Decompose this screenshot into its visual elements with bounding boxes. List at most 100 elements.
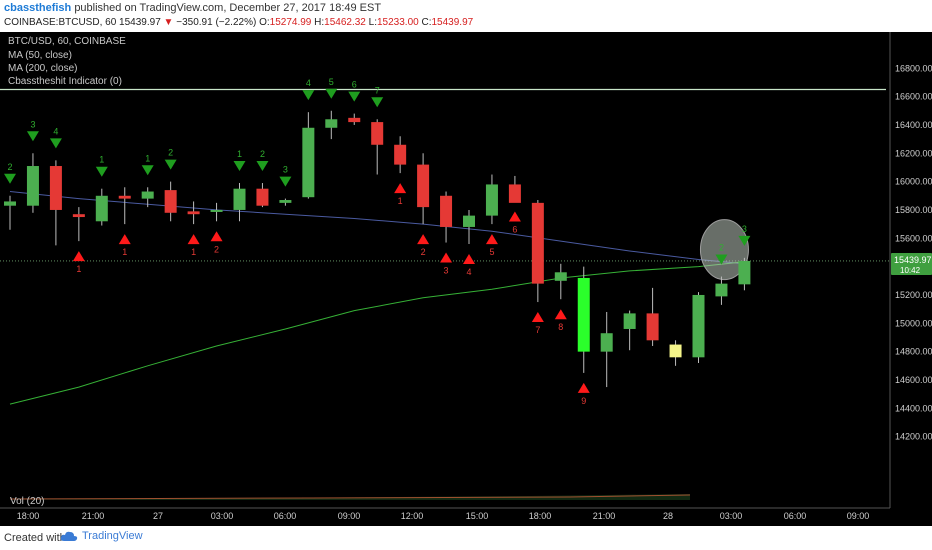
candle[interactable] — [187, 201, 200, 225]
candle[interactable] — [49, 160, 62, 246]
ma200-line — [9, 191, 745, 265]
signal-label: 1 — [122, 247, 127, 257]
signal-marker: 2 — [715, 243, 728, 265]
signal-marker: 4 — [463, 253, 475, 277]
signal-marker: 4 — [49, 126, 62, 149]
signal-label: 4 — [466, 267, 471, 277]
candle[interactable] — [692, 292, 705, 363]
signal-label: 5 — [489, 247, 494, 257]
candle[interactable] — [279, 198, 292, 206]
author-name[interactable]: cbassthefish — [4, 2, 72, 14]
up-triangle-icon — [485, 234, 498, 245]
chart-area[interactable]: 2 3 4 1 1 1 1 2 1 2 1 2 3 4 5 6 7 1 2 3 4 5 6 7 8 9 2 3 14200.00 144… — [0, 32, 932, 526]
y-tick-label: 14600.00 — [895, 375, 932, 385]
candle[interactable] — [577, 266, 590, 373]
up-triangle-icon — [118, 234, 131, 245]
candle[interactable] — [256, 183, 269, 208]
signal-label: 2 — [214, 244, 219, 254]
volume-ma-line — [9, 494, 691, 500]
x-tick-label: 27 — [153, 511, 163, 521]
x-tick-label: 18:00 — [17, 511, 40, 521]
signal-label: 9 — [581, 396, 586, 406]
candle[interactable] — [72, 207, 85, 242]
signal-marker: 2 — [210, 231, 223, 254]
candle[interactable] — [371, 119, 384, 175]
high-value: 15462.32 — [324, 17, 366, 28]
up-triangle-icon — [508, 211, 521, 222]
candle[interactable] — [26, 153, 39, 213]
y-tick-label: 16800.00 — [895, 63, 932, 73]
candle[interactable] — [210, 202, 223, 222]
signal-label: 4 — [306, 78, 311, 88]
candle-body — [738, 260, 751, 285]
candle[interactable] — [463, 209, 475, 244]
up-triangle-icon — [531, 312, 544, 323]
signal-label: 7 — [375, 85, 380, 95]
candle[interactable] — [646, 287, 659, 346]
x-tick-label: 21:00 — [82, 511, 105, 521]
candle[interactable] — [348, 113, 361, 125]
signal-label: 2 — [421, 247, 426, 257]
candle[interactable] — [164, 181, 177, 222]
signal-label: 1 — [237, 149, 242, 159]
signal-label: 1 — [76, 264, 81, 274]
candle[interactable] — [715, 276, 728, 305]
x-tick-label: 06:00 — [784, 511, 807, 521]
signal-label: 1 — [398, 196, 403, 206]
tradingview-logo[interactable]: TradingView — [60, 530, 143, 542]
down-triangle-icon — [256, 161, 269, 172]
candle-body — [325, 119, 338, 128]
signal-label: 3 — [30, 119, 35, 129]
legend-indicator: Cbasstheshit Indicator (0) — [8, 76, 122, 87]
up-triangle-icon — [440, 252, 453, 263]
candle[interactable] — [394, 136, 407, 174]
candle[interactable] — [554, 263, 567, 300]
signal-marker: 3 — [440, 252, 453, 276]
price-change: −350.91 (−2.22%) — [176, 17, 257, 28]
open-label: O: — [259, 17, 270, 28]
signal-marker: 1 — [72, 251, 85, 274]
x-tick-label: 18:00 — [529, 511, 552, 521]
chart-svg[interactable]: 2 3 4 1 1 1 1 2 1 2 1 2 3 4 5 6 7 1 2 3 4 5 6 7 8 9 2 3 14200.00 144… — [0, 32, 932, 526]
cloud-icon — [60, 531, 78, 541]
up-triangle-icon — [72, 251, 85, 262]
volume-label: Vol (20) — [10, 496, 44, 507]
candle-body — [577, 277, 590, 352]
candle[interactable] — [233, 183, 246, 222]
signal-label: 6 — [352, 80, 357, 90]
candle[interactable] — [531, 200, 544, 303]
candle[interactable] — [302, 112, 315, 199]
signal-label: 1 — [99, 155, 104, 165]
signal-marker: 1 — [95, 155, 108, 177]
candle[interactable] — [508, 175, 521, 203]
open-value: 15274.99 — [269, 17, 312, 28]
candle[interactable] — [417, 153, 430, 225]
y-tick-label: 14800.00 — [895, 347, 932, 357]
candle[interactable] — [600, 311, 613, 388]
candle[interactable] — [485, 174, 498, 225]
x-tick-label: 09:00 — [847, 511, 870, 521]
candle[interactable] — [118, 187, 131, 225]
candle[interactable] — [440, 191, 453, 243]
candle-body — [302, 127, 315, 198]
candle[interactable] — [141, 187, 154, 208]
candle[interactable] — [669, 340, 682, 366]
signal-marker: 5 — [485, 234, 498, 257]
candle[interactable] — [4, 195, 16, 230]
signal-marker: 1 — [187, 234, 200, 257]
y-tick-label: 14400.00 — [895, 403, 932, 413]
candle[interactable] — [325, 110, 338, 140]
down-triangle-icon — [715, 254, 728, 265]
candle-body — [49, 166, 62, 210]
signal-label: 1 — [191, 247, 196, 257]
low-label: L: — [368, 17, 377, 28]
signal-label: 2 — [260, 149, 265, 159]
candle[interactable] — [623, 310, 636, 351]
candle[interactable] — [738, 257, 751, 291]
signal-label: 5 — [329, 77, 334, 87]
signal-label: 2 — [719, 243, 724, 253]
candle[interactable] — [95, 188, 108, 226]
close-label: C: — [421, 17, 432, 28]
candle-body — [531, 202, 544, 284]
candle-body — [440, 195, 453, 227]
